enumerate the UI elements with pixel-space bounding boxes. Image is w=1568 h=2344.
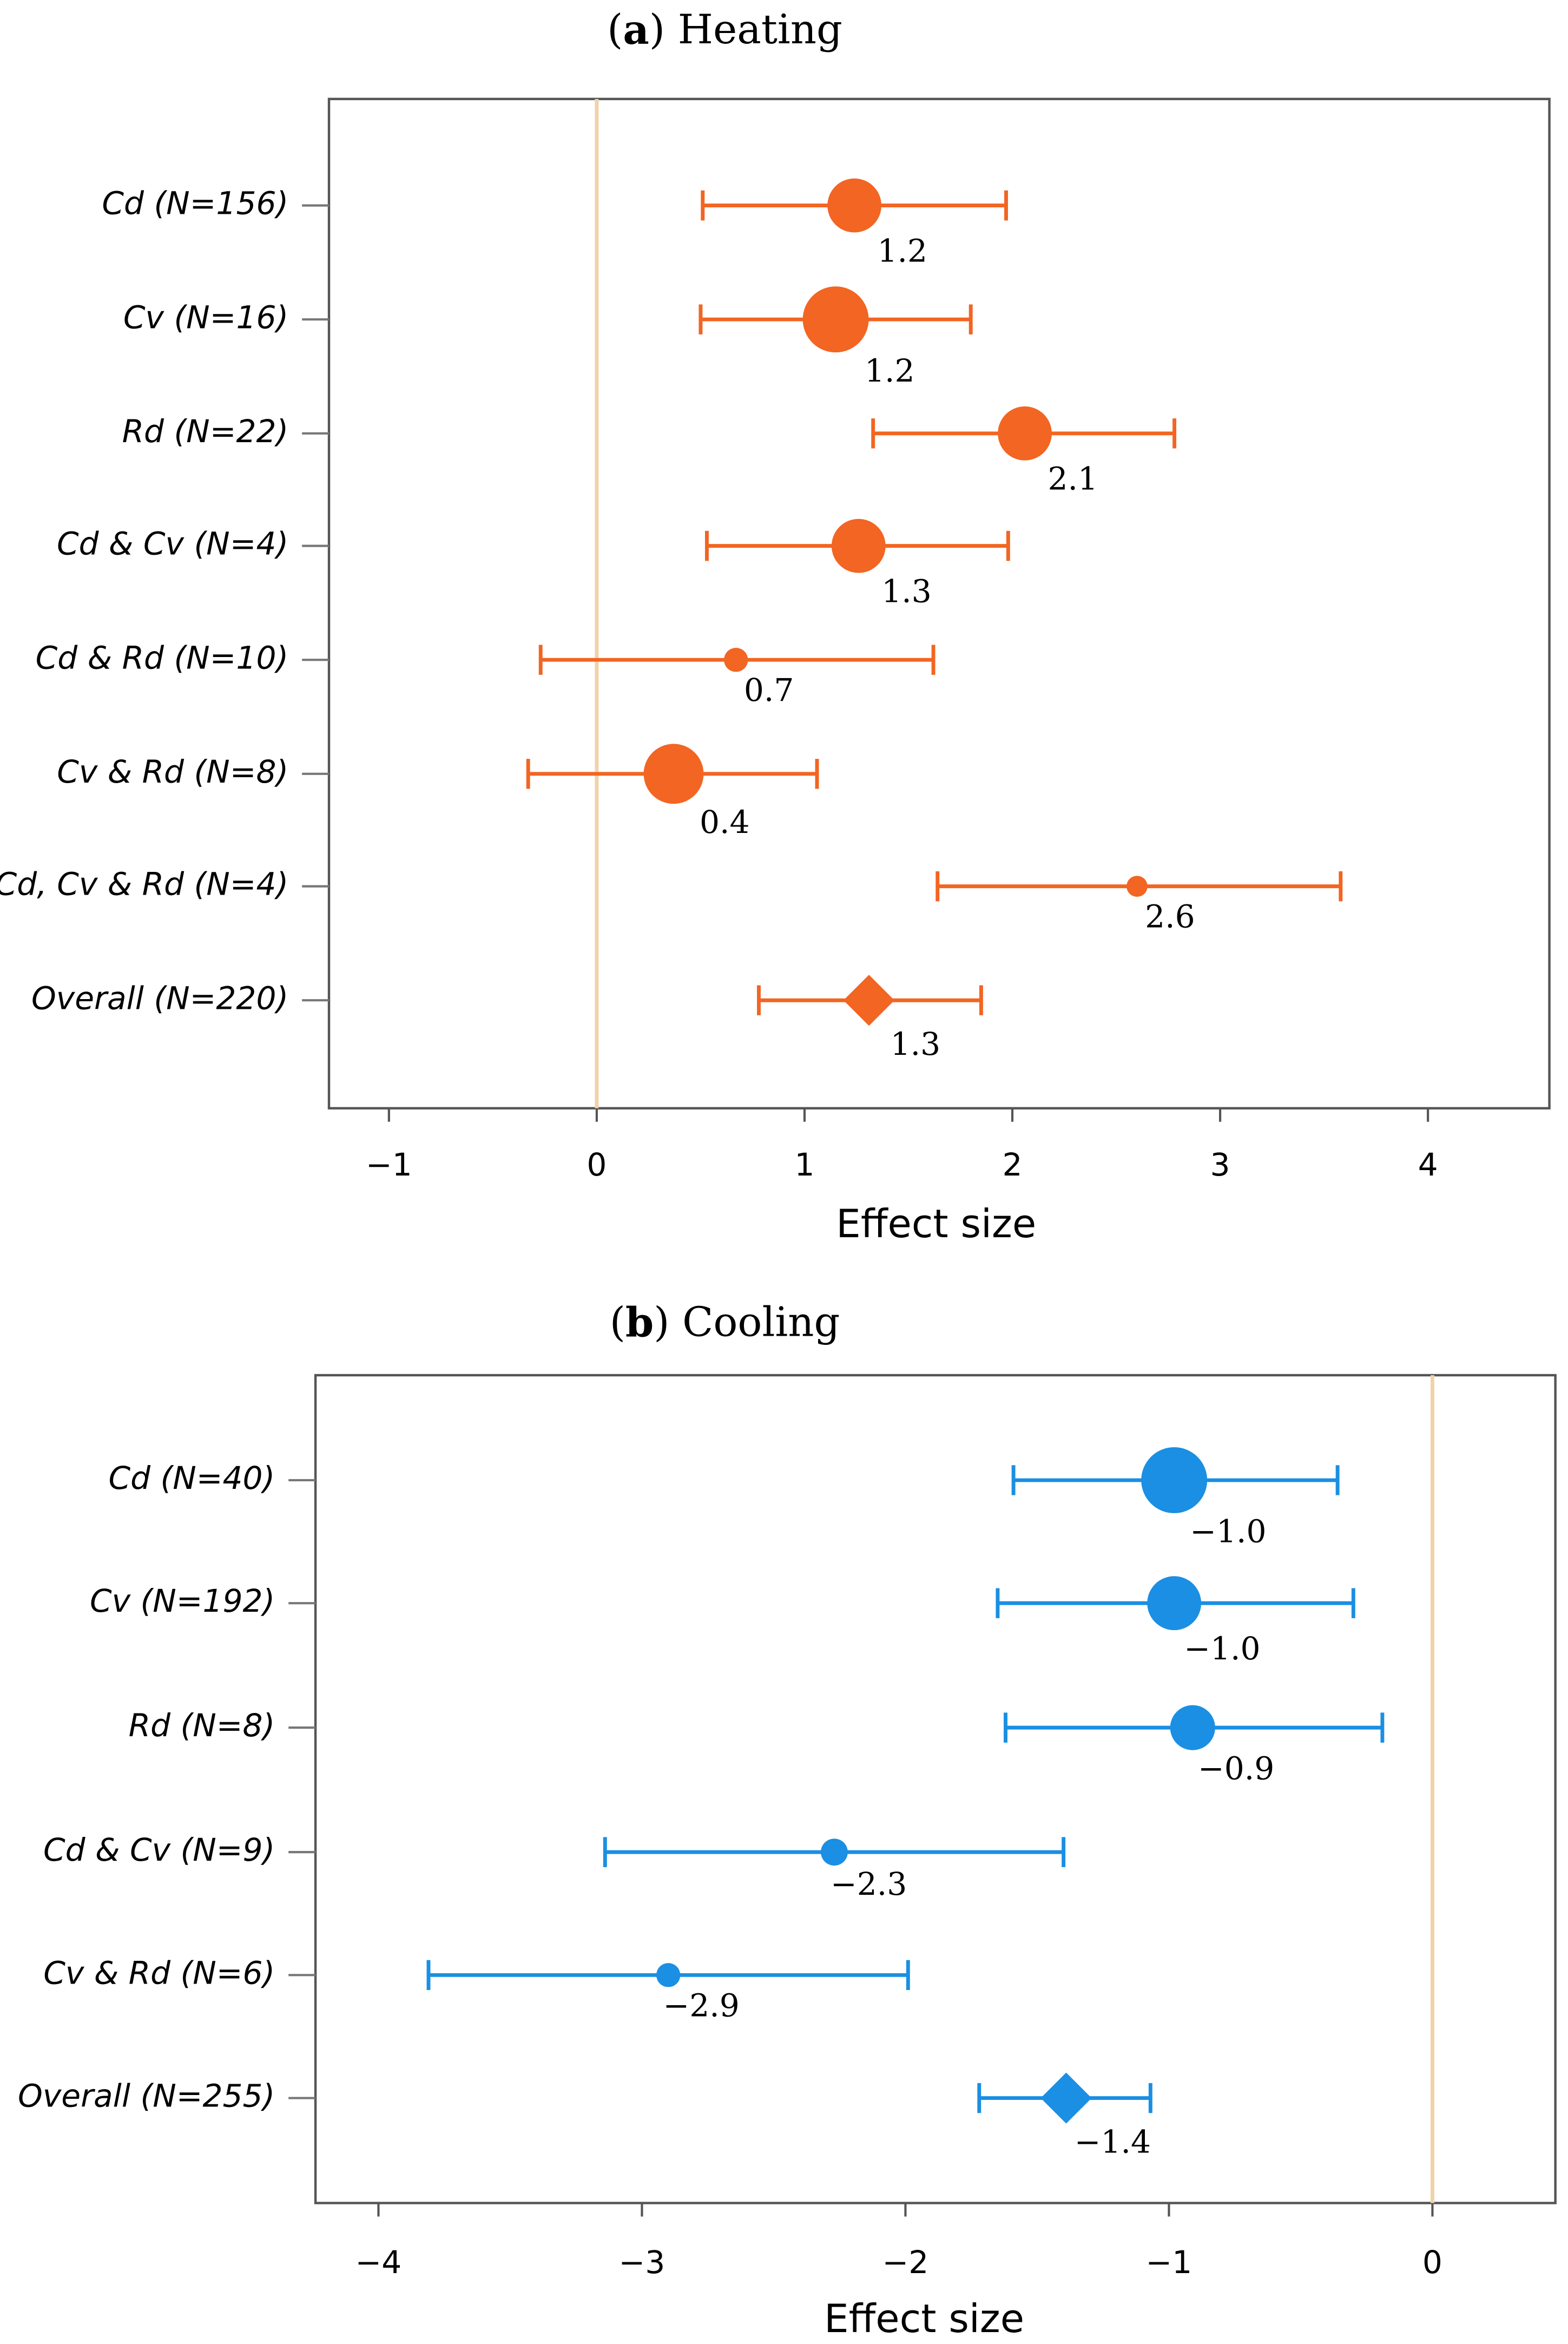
y-row-label: Cv (N=16) [123, 299, 288, 336]
point-estimate-marker [656, 1963, 681, 1987]
x-tick-label: −4 [355, 2244, 402, 2281]
point-estimate-marker [831, 518, 886, 573]
value-label: 2.1 [1047, 460, 1098, 497]
x-tick-label: −2 [882, 2244, 929, 2281]
value-label: −0.9 [1198, 1750, 1274, 1787]
y-row-label: Cv (N=192) [90, 1583, 275, 1619]
y-row-label: Cd, Cv & Rd (N=4) [0, 866, 288, 903]
x-tick-label: 0 [587, 1146, 607, 1183]
value-label: −1.0 [1184, 1630, 1260, 1667]
overall-diamond-marker [1040, 2072, 1092, 2124]
x-tick-label: 2 [1003, 1146, 1023, 1183]
value-label: 1.2 [865, 352, 915, 389]
point-estimate-marker [802, 286, 869, 353]
y-row-label: Cd & Rd (N=10) [36, 639, 289, 676]
panel-title: (a) Heating [607, 5, 842, 53]
panel-letter: a [623, 5, 649, 53]
x-tick-label: 1 [794, 1146, 814, 1183]
point-estimate-marker [827, 178, 882, 233]
y-row-label: Cv & Rd (N=8) [57, 753, 288, 790]
point-estimate-marker [1126, 876, 1148, 897]
point-estimate-marker [1170, 1705, 1215, 1750]
value-label: 1.2 [878, 232, 928, 269]
y-row-label: Rd (N=8) [129, 1707, 275, 1744]
plot-frame [327, 97, 1551, 1109]
value-label: 1.3 [891, 1026, 941, 1062]
y-row-label: Cd (N=40) [108, 1460, 275, 1496]
y-row-label: Overall (N=220) [31, 980, 288, 1016]
value-label: 2.6 [1145, 898, 1195, 935]
point-estimate-marker [1147, 1576, 1202, 1631]
y-row-label: Cd & Cv (N=9) [43, 1831, 275, 1868]
x-tick-label: −1 [366, 1146, 412, 1183]
y-row-label: Cd (N=156) [102, 185, 288, 222]
value-label: −1.4 [1075, 2123, 1151, 2160]
value-label: 0.7 [744, 672, 794, 708]
panel-a: (a) Heating −1 0 1 2 3 4 Effect size Cd (N=156) 1… [0, 5, 1551, 1246]
x-tick-label: −1 [1146, 2244, 1193, 2281]
value-label: −1.0 [1190, 1513, 1266, 1550]
point-estimate-marker [1141, 1447, 1208, 1513]
x-tick-label: −3 [619, 2244, 666, 2281]
value-label: −2.3 [831, 1866, 907, 1902]
panel-title-text: ) Heating [649, 6, 842, 53]
value-label: 1.3 [881, 573, 932, 609]
plot-frame [314, 1374, 1557, 2204]
panel-title: (b) Cooling [610, 1298, 840, 1346]
x-tick-label: 0 [1422, 2244, 1442, 2281]
value-label: 0.4 [700, 804, 750, 841]
point-estimate-marker [643, 744, 704, 804]
point-estimate-marker [724, 648, 748, 672]
panel-title-text: ) Cooling [654, 1299, 840, 1346]
point-estimate-marker [821, 1839, 848, 1866]
y-row-label: Cv & Rd (N=6) [43, 1954, 275, 1991]
panel-b: (b) Cooling −4 −3 −2 −1 0 Effect size Cd (N=40)… [18, 1298, 1557, 2341]
y-row-label: Cd & Cv (N=4) [57, 526, 288, 562]
y-row-label: Rd (N=22) [122, 413, 289, 450]
value-label: −2.9 [663, 1987, 739, 2024]
x-tick-label: 4 [1418, 1146, 1438, 1183]
x-axis-title: Effect size [824, 2296, 1024, 2341]
x-tick-label: 3 [1210, 1146, 1230, 1183]
overall-diamond-marker [843, 975, 895, 1026]
point-estimate-marker [998, 406, 1052, 461]
x-axis-title: Effect size [836, 1201, 1036, 1246]
panel-letter: b [625, 1298, 654, 1346]
y-row-label: Overall (N=255) [18, 2078, 275, 2115]
